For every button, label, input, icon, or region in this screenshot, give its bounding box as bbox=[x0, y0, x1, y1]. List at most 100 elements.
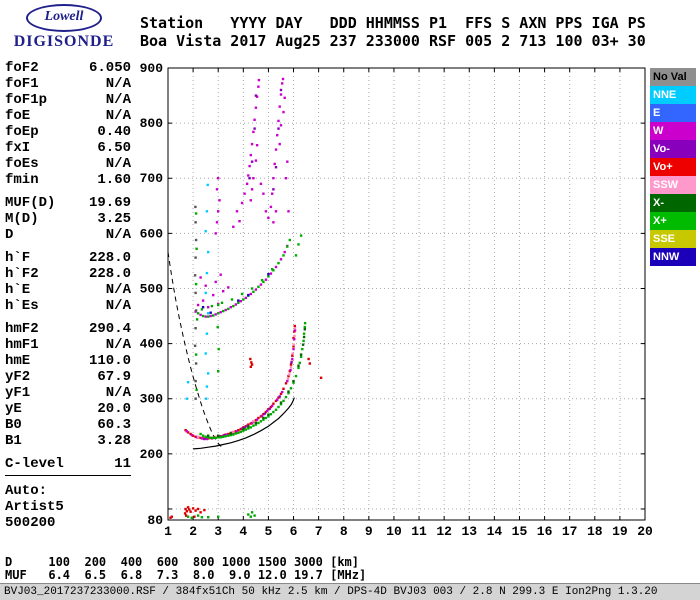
muf-distance-row: D 100 200 400 600 800 1000 1500 3000 [km… bbox=[5, 555, 360, 569]
param-label: foEp bbox=[5, 124, 39, 140]
svg-text:1: 1 bbox=[164, 524, 172, 539]
svg-text:17: 17 bbox=[562, 524, 578, 539]
param-label: hmF2 bbox=[5, 321, 39, 337]
param-row-b0: B0 60.3 bbox=[5, 417, 131, 433]
param-row-fof1: foF1 N/A bbox=[5, 76, 131, 92]
svg-text:14: 14 bbox=[487, 524, 503, 539]
logo-digisonde-text: DIGISONDE bbox=[13, 33, 115, 50]
param-group: MUF(D) 19.69 M(D) 3.25 D N/A bbox=[5, 195, 131, 243]
param-label: h`E bbox=[5, 282, 31, 298]
legend-item-no-val: No Val bbox=[650, 68, 696, 86]
param-row-hme: hmE 110.0 bbox=[5, 353, 131, 369]
param-label: B0 bbox=[5, 417, 22, 433]
param-value: 290.4 bbox=[88, 321, 131, 337]
svg-text:3: 3 bbox=[214, 524, 222, 539]
param-label: MUF(D) bbox=[5, 195, 56, 211]
panel-text-line: Auto: bbox=[5, 483, 48, 499]
svg-text:2: 2 bbox=[189, 524, 197, 539]
param-row-yf1: yF1 N/A bbox=[5, 385, 131, 401]
logo-lowell-text: Lowell bbox=[44, 9, 84, 24]
param-label: foE bbox=[5, 108, 31, 124]
svg-text:700: 700 bbox=[140, 171, 163, 186]
param-row-ye: yE 20.0 bbox=[5, 401, 131, 417]
param-value: 19.69 bbox=[88, 195, 131, 211]
param-value: N/A bbox=[105, 156, 131, 172]
param-row-foe: foE N/A bbox=[5, 108, 131, 124]
param-row-muf-d: MUF(D) 19.69 bbox=[5, 195, 131, 211]
param-value: 6.050 bbox=[88, 60, 131, 76]
svg-text:4: 4 bbox=[239, 524, 247, 539]
param-group: Auto: Artist5 500200 bbox=[5, 483, 131, 531]
param-value: 11 bbox=[114, 456, 131, 472]
param-label: fmin bbox=[5, 172, 39, 188]
param-group: hmF2 290.4 hmF1 N/A hmE 110.0 yF2 67.9 yF1 N/A yE 2… bbox=[5, 321, 131, 449]
parameter-panel: foF2 6.050 foF1 N/A foF1p N/A foE N/A foEp 0.40 fx… bbox=[5, 60, 131, 538]
param-row-hmf2: hmF2 290.4 bbox=[5, 321, 131, 337]
panel-text-line: Artist5 bbox=[5, 499, 64, 515]
svg-text:9: 9 bbox=[365, 524, 373, 539]
svg-text:8: 8 bbox=[340, 524, 348, 539]
param-label: h`Es bbox=[5, 298, 39, 314]
param-value: 6.50 bbox=[97, 140, 131, 156]
param-label: D bbox=[5, 227, 14, 243]
param-value: 228.0 bbox=[88, 250, 131, 266]
param-label: hmF1 bbox=[5, 337, 39, 353]
legend-item-vo: Vo- bbox=[650, 140, 696, 158]
param-label: h`F bbox=[5, 250, 31, 266]
svg-text:800: 800 bbox=[140, 116, 163, 131]
svg-text:200: 200 bbox=[140, 447, 163, 462]
param-row-c-level: C-level 11 bbox=[5, 456, 131, 472]
param-row-h-f2: h`F2 228.0 bbox=[5, 266, 131, 282]
param-label: yF1 bbox=[5, 385, 31, 401]
param-row-h-es: h`Es N/A bbox=[5, 298, 131, 314]
param-value: 3.25 bbox=[97, 211, 131, 227]
param-row-yf2: yF2 67.9 bbox=[5, 369, 131, 385]
legend-item-nne: NNE bbox=[650, 86, 696, 104]
param-value: N/A bbox=[105, 337, 131, 353]
param-label: hmE bbox=[5, 353, 31, 369]
param-row-foep: foEp 0.40 bbox=[5, 124, 131, 140]
status-bar: BVJ03_2017237233000.RSF / 384fx51Ch 50 k… bbox=[0, 583, 700, 600]
param-label: C-level bbox=[5, 456, 64, 472]
param-value: N/A bbox=[105, 92, 131, 108]
param-row-hmf1: hmF1 N/A bbox=[5, 337, 131, 353]
param-row-fof1p: foF1p N/A bbox=[5, 92, 131, 108]
param-row-m-d: M(D) 3.25 bbox=[5, 211, 131, 227]
param-row-d: D N/A bbox=[5, 227, 131, 243]
param-row-foes: foEs N/A bbox=[5, 156, 131, 172]
muf-frequency-row: MUF 6.4 6.5 6.8 7.3 8.0 9.0 12.0 19.7 [M… bbox=[5, 568, 367, 582]
param-row-h-e: h`E N/A bbox=[5, 282, 131, 298]
svg-text:400: 400 bbox=[140, 337, 163, 352]
svg-text:11: 11 bbox=[411, 524, 427, 539]
param-value: 1.60 bbox=[97, 172, 131, 188]
param-row-fxi: fxI 6.50 bbox=[5, 140, 131, 156]
param-value: 228.0 bbox=[88, 266, 131, 282]
param-row-fof2: foF2 6.050 bbox=[5, 60, 131, 76]
status-text: BVJ03_2017237233000.RSF / 384fx51Ch 50 k… bbox=[4, 586, 658, 598]
param-group: C-level 11 bbox=[5, 456, 131, 476]
param-row-fmin: fmin 1.60 bbox=[5, 172, 131, 188]
legend-item-x: X- bbox=[650, 194, 696, 212]
param-value: N/A bbox=[105, 227, 131, 243]
param-label: foF1p bbox=[5, 92, 48, 108]
param-row-b1: B1 3.28 bbox=[5, 433, 131, 449]
svg-text:500: 500 bbox=[140, 281, 163, 296]
param-label: foEs bbox=[5, 156, 39, 172]
header-field-values: Boa Vista 2017 Aug25 237 233000 RSF 005 … bbox=[140, 32, 646, 50]
ionogram-plot: 1 2 3 4 5 6 7 8 9 10 11 12 13 14 15 16 17 18 19 20900800700… bbox=[140, 61, 653, 539]
lowell-digisonde-logo: Lowell DIGISONDE bbox=[8, 4, 120, 51]
param-row-h-f: h`F 228.0 bbox=[5, 250, 131, 266]
svg-text:300: 300 bbox=[140, 392, 163, 407]
param-value: 3.28 bbox=[97, 433, 131, 449]
svg-text:12: 12 bbox=[436, 524, 452, 539]
param-label: h`F2 bbox=[5, 266, 39, 282]
legend-item-ssw: SSW bbox=[650, 176, 696, 194]
param-value: N/A bbox=[105, 298, 131, 314]
param-value: 67.9 bbox=[97, 369, 131, 385]
svg-text:20: 20 bbox=[637, 524, 653, 539]
svg-text:15: 15 bbox=[512, 524, 528, 539]
header-field-names: Station YYYY DAY DDD HHMMSS P1 FFS S AXN… bbox=[140, 14, 646, 32]
param-label: M(D) bbox=[5, 211, 39, 227]
lowell-logo-ellipse: Lowell bbox=[26, 4, 102, 32]
param-label: fxI bbox=[5, 140, 31, 156]
